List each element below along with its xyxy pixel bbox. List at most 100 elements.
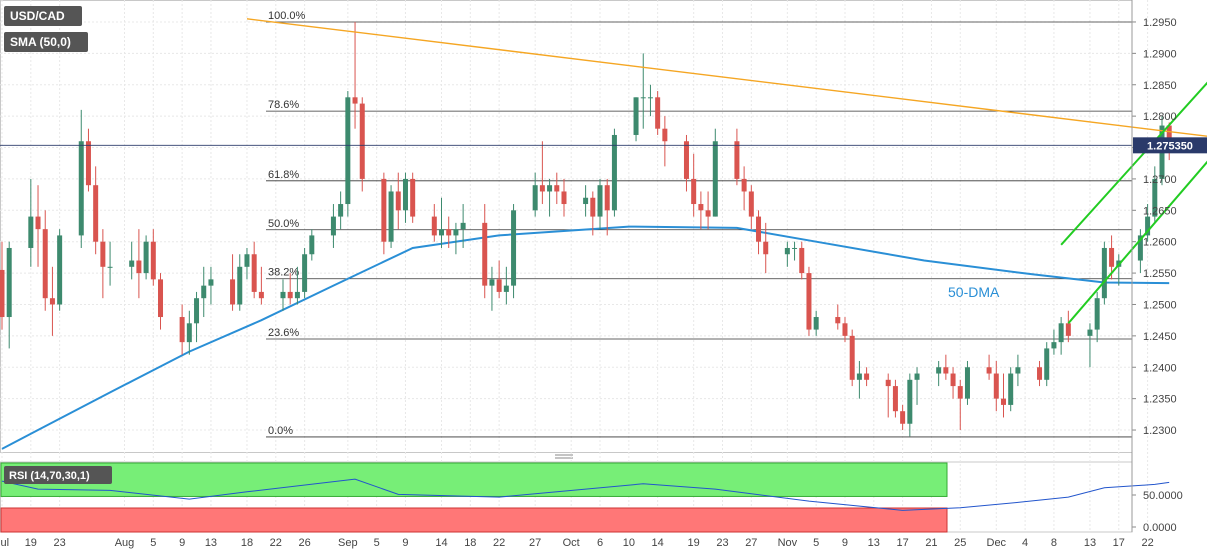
- x-tick-label: 5: [150, 537, 156, 549]
- x-tick-label: 25: [954, 537, 966, 549]
- x-tick-label: 9: [402, 537, 408, 549]
- candle-body: [302, 254, 308, 292]
- x-tick-label: 26: [298, 537, 310, 549]
- candle-body: [503, 285, 509, 292]
- candle: [42, 210, 48, 311]
- candle-body: [748, 191, 754, 217]
- candle: [849, 329, 855, 387]
- candle: [402, 172, 408, 223]
- candle-body: [179, 317, 185, 343]
- candle: [885, 373, 891, 418]
- overlay-labels: 50-DMA 1.275350 USD/CAD SMA (50,0) RSI (14,7…: [4, 6, 1207, 484]
- candle-body: [1152, 178, 1158, 217]
- sma-annotation-label: 50-DMA: [948, 284, 1000, 300]
- candle: [964, 360, 970, 405]
- candle: [799, 241, 805, 280]
- candle: [662, 116, 668, 167]
- candle: [892, 379, 898, 418]
- candle: [864, 367, 870, 387]
- y-tick-label: 1.2550: [1143, 268, 1177, 280]
- candle: [1065, 310, 1071, 343]
- candle: [57, 229, 63, 311]
- symbol-tag-text: USD/CAD: [10, 9, 65, 23]
- candle: [453, 222, 459, 255]
- candle-body: [842, 323, 848, 336]
- fib-level-label: 78.6%: [268, 99, 299, 111]
- candle-body: [57, 235, 63, 305]
- candle-body: [395, 191, 401, 211]
- candle: [1008, 367, 1014, 412]
- candle: [338, 191, 344, 230]
- rsi-line: [1, 478, 1170, 511]
- candle: [28, 178, 34, 267]
- candle-body: [194, 298, 200, 324]
- candle: [1101, 241, 1107, 305]
- candle: [85, 128, 91, 192]
- rsi-tag[interactable]: RSI (14,70,30,1): [4, 466, 112, 484]
- candle: [388, 185, 394, 248]
- candle: [511, 204, 517, 299]
- channel-upper-line: [1060, 81, 1207, 246]
- candle-body: [611, 134, 617, 211]
- x-tick-label: 18: [464, 537, 476, 549]
- candle-body: [741, 178, 747, 192]
- candle: [1137, 229, 1143, 274]
- price-tag: 1.275350: [1133, 137, 1207, 154]
- candle: [208, 266, 214, 305]
- candle-body: [539, 185, 545, 192]
- candle-body: [1044, 348, 1050, 380]
- candle: [640, 53, 646, 129]
- x-tick-label: 13: [1084, 537, 1096, 549]
- candle-body: [309, 235, 315, 255]
- candle: [539, 141, 545, 205]
- candle: [936, 360, 942, 387]
- candle-body: [647, 97, 653, 99]
- candle: [561, 178, 567, 217]
- candle: [1094, 291, 1100, 343]
- candle: [439, 197, 445, 248]
- candle-body: [1109, 247, 1115, 267]
- candle-body: [100, 241, 106, 267]
- candle-body: [107, 266, 113, 268]
- x-tick-label: 9: [842, 537, 848, 549]
- candle: [604, 178, 610, 236]
- candle-body: [993, 373, 999, 399]
- candle-body: [1000, 398, 1006, 405]
- x-tick-label: 17: [1113, 537, 1125, 549]
- candle-body: [554, 185, 560, 192]
- candle: [345, 91, 351, 217]
- candle-body: [439, 229, 445, 236]
- y-tick-label: 1.2400: [1143, 362, 1177, 374]
- rsi-oversold-zone: [0, 507, 948, 533]
- candle: [446, 216, 452, 248]
- x-tick-label: 27: [529, 537, 541, 549]
- candle: [359, 97, 365, 192]
- candle-body: [280, 291, 286, 299]
- y-tick-label: 1.2950: [1143, 17, 1177, 29]
- candle-body: [532, 185, 538, 211]
- candle: [107, 241, 113, 286]
- candle-body: [244, 254, 250, 267]
- candle: [489, 266, 495, 311]
- indicator-tag[interactable]: SMA (50,0): [4, 32, 88, 52]
- candle: [158, 273, 164, 330]
- candle-body: [1087, 329, 1093, 336]
- candle-body: [230, 279, 236, 305]
- candle-body: [1037, 367, 1043, 380]
- candle: [583, 185, 589, 217]
- candle: [410, 172, 416, 223]
- candle-body: [655, 97, 661, 129]
- candle-body: [640, 97, 646, 99]
- candle-body: [410, 178, 416, 217]
- symbol-tag[interactable]: USD/CAD: [4, 6, 82, 26]
- x-tick-label: 23: [54, 537, 66, 549]
- candle: [698, 191, 704, 230]
- candle: [590, 191, 596, 236]
- candle: [835, 304, 841, 330]
- candle-body: [986, 367, 992, 374]
- candle: [251, 241, 257, 299]
- candle-body: [835, 317, 841, 324]
- y-tick-label: 1.2450: [1143, 331, 1177, 343]
- candle-body: [892, 386, 898, 412]
